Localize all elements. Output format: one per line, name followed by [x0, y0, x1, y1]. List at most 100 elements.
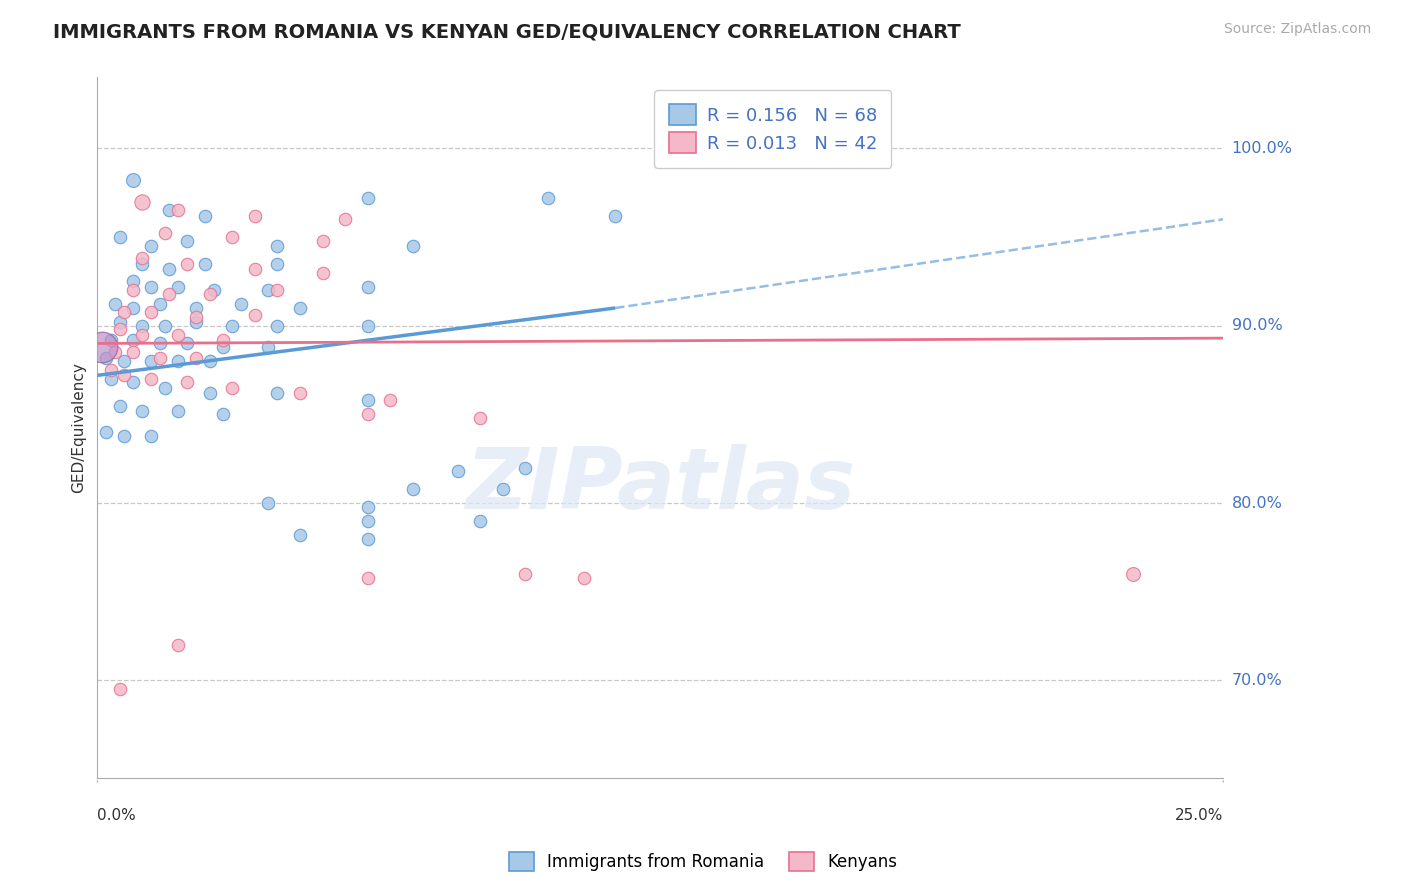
Point	[356, 393, 378, 408]
Point	[288, 301, 311, 315]
Point	[100, 333, 122, 347]
Point	[108, 682, 131, 697]
Point	[167, 354, 190, 368]
Point	[401, 482, 423, 496]
Point	[243, 209, 266, 223]
Point	[112, 368, 135, 383]
Text: ZIPatlas: ZIPatlas	[465, 444, 855, 527]
Point	[153, 318, 176, 333]
Text: 100.0%: 100.0%	[1232, 141, 1292, 156]
Point	[186, 301, 208, 315]
Point	[356, 191, 378, 205]
Point	[333, 212, 356, 227]
Point	[198, 386, 221, 401]
Point	[141, 239, 163, 253]
Point	[104, 297, 127, 311]
Point	[122, 376, 145, 390]
Point	[186, 315, 208, 329]
Point	[100, 372, 122, 386]
Point	[141, 279, 163, 293]
Point	[167, 203, 190, 218]
Point	[356, 318, 378, 333]
Point	[131, 318, 153, 333]
Point	[266, 239, 288, 253]
Point	[141, 372, 163, 386]
Point	[194, 257, 217, 271]
Point	[176, 257, 198, 271]
Point	[378, 393, 401, 408]
Point	[176, 376, 198, 390]
Point	[112, 428, 135, 442]
Point	[167, 404, 190, 418]
Point	[153, 227, 176, 241]
Point	[122, 283, 145, 297]
Point	[198, 286, 221, 301]
Legend: Immigrants from Romania, Kenyans: Immigrants from Romania, Kenyans	[501, 843, 905, 880]
Point	[356, 532, 378, 546]
Point	[401, 239, 423, 253]
Point	[122, 274, 145, 288]
Point	[141, 304, 163, 318]
Point	[112, 354, 135, 368]
Point	[572, 570, 595, 584]
Point	[212, 408, 235, 422]
Point	[356, 500, 378, 514]
Text: 90.0%: 90.0%	[1232, 318, 1282, 334]
Point	[149, 297, 172, 311]
Point	[90, 340, 112, 354]
Point	[537, 191, 560, 205]
Point	[257, 340, 280, 354]
Point	[492, 482, 515, 496]
Point	[157, 286, 180, 301]
Point	[356, 570, 378, 584]
Point	[131, 194, 153, 209]
Point	[605, 209, 627, 223]
Point	[257, 496, 280, 510]
Point	[356, 279, 378, 293]
Point	[266, 386, 288, 401]
Point	[212, 333, 235, 347]
Point	[356, 514, 378, 528]
Point	[149, 351, 172, 365]
Point	[157, 262, 180, 277]
Point	[221, 318, 243, 333]
Point	[167, 279, 190, 293]
Point	[176, 234, 198, 248]
Point	[198, 354, 221, 368]
Point	[108, 315, 131, 329]
Point	[257, 283, 280, 297]
Point	[100, 363, 122, 377]
Point	[112, 304, 135, 318]
Point	[122, 301, 145, 315]
Point	[141, 428, 163, 442]
Point	[266, 283, 288, 297]
Point	[108, 230, 131, 244]
Point	[108, 399, 131, 413]
Point	[470, 411, 492, 425]
Point	[153, 381, 176, 395]
Point	[311, 266, 333, 280]
Point	[167, 638, 190, 652]
Point	[131, 327, 153, 342]
Point	[122, 173, 145, 187]
Point	[243, 308, 266, 322]
Point	[311, 234, 333, 248]
Point	[288, 528, 311, 542]
Point	[204, 283, 226, 297]
Point	[194, 209, 217, 223]
Point	[243, 262, 266, 277]
Point	[157, 203, 180, 218]
Point	[131, 404, 153, 418]
Y-axis label: GED/Equivalency: GED/Equivalency	[72, 362, 86, 493]
Text: 25.0%: 25.0%	[1175, 808, 1223, 823]
Point	[108, 322, 131, 336]
Point	[96, 425, 118, 439]
Text: 80.0%: 80.0%	[1232, 496, 1282, 510]
Text: 70.0%: 70.0%	[1232, 673, 1282, 688]
Point	[356, 408, 378, 422]
Point	[1122, 566, 1144, 581]
Point	[96, 351, 118, 365]
Point	[266, 257, 288, 271]
Point	[149, 336, 172, 351]
Point	[141, 354, 163, 368]
